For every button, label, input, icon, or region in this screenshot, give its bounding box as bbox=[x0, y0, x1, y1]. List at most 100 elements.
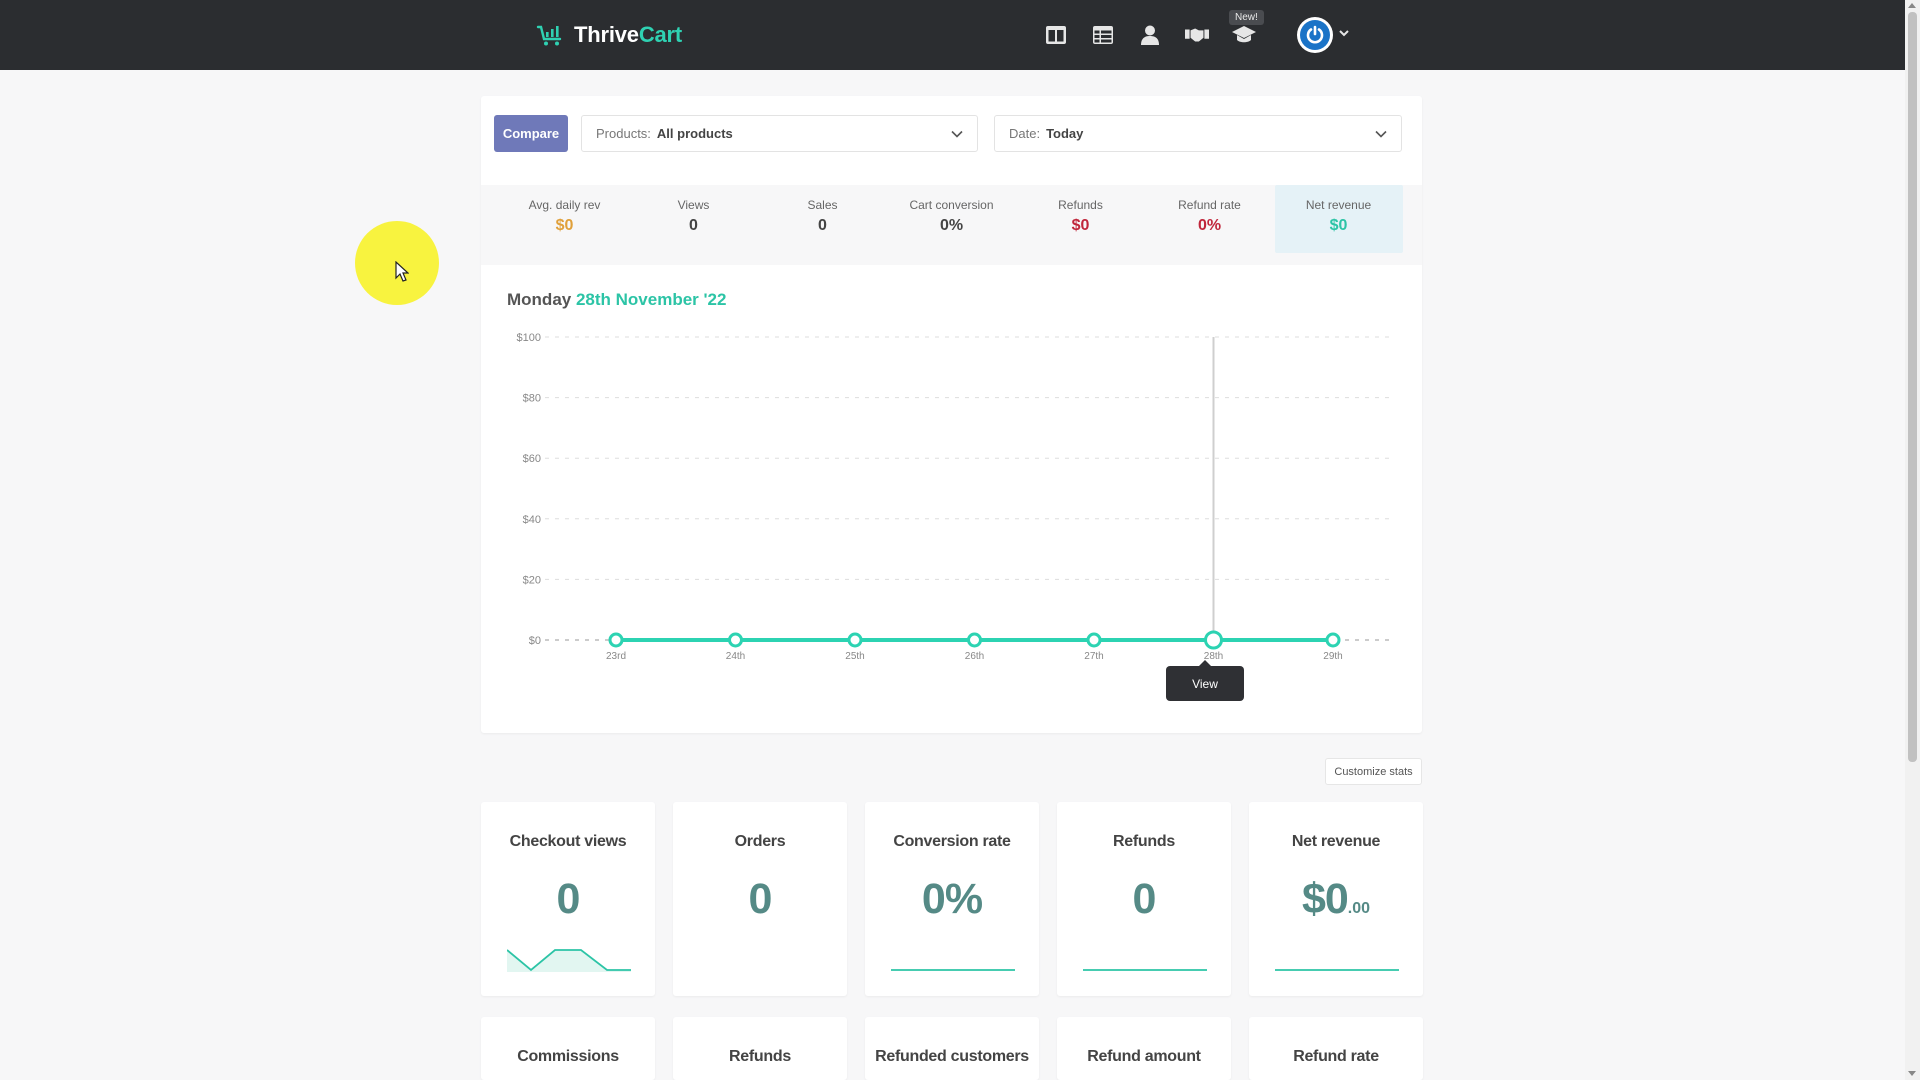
view-tooltip-button[interactable]: View bbox=[1166, 660, 1244, 701]
x-tick-label: 25th bbox=[845, 651, 864, 662]
top-navigation-bar: ThriveCart New! bbox=[0, 0, 1905, 70]
mouse-cursor-icon bbox=[395, 261, 409, 282]
new-badge: New! bbox=[1229, 10, 1264, 25]
stat-label: Refunds bbox=[1058, 198, 1103, 212]
stat-label: Cart conversion bbox=[909, 198, 994, 212]
products-select-label: Products: bbox=[596, 126, 651, 141]
chart-heading-day: Monday bbox=[507, 290, 572, 309]
tile-title: Conversion rate bbox=[893, 833, 1011, 850]
customize-stats-button[interactable]: Customize stats bbox=[1325, 758, 1422, 785]
tile-title: Refund amount bbox=[1087, 1048, 1201, 1065]
tile-value: $0.00 bbox=[1249, 875, 1423, 924]
tile-refunded-customers[interactable]: Refunded customers bbox=[865, 1017, 1039, 1080]
stat-avg-daily-rev[interactable]: Avg. daily rev $0 bbox=[500, 198, 629, 235]
x-tick-label: 28th bbox=[1204, 651, 1223, 662]
sparkline bbox=[891, 969, 1015, 971]
data-point bbox=[847, 632, 863, 648]
x-tick-label: 23rd bbox=[606, 651, 626, 662]
tile-checkout-views[interactable]: Checkout views 0 bbox=[481, 802, 655, 996]
tile-title: Refund rate bbox=[1293, 1048, 1379, 1065]
data-point bbox=[1325, 632, 1341, 648]
tile-title: Checkout views bbox=[509, 833, 627, 850]
chevron-down-icon[interactable] bbox=[1339, 29, 1349, 37]
y-tick-label: $80 bbox=[523, 393, 541, 405]
sparkline bbox=[1083, 969, 1207, 971]
stat-sales[interactable]: Sales 0 bbox=[758, 198, 887, 235]
user-avatar[interactable] bbox=[1297, 17, 1333, 53]
tile-orders[interactable]: Orders 0 bbox=[673, 802, 847, 996]
data-point bbox=[967, 632, 982, 648]
y-tick-label: $40 bbox=[523, 514, 541, 526]
chart-heading: Monday 28th November '22 bbox=[507, 290, 726, 310]
x-tick-label: 27th bbox=[1084, 651, 1103, 662]
data-point bbox=[1086, 632, 1102, 648]
scroll-thumb[interactable] bbox=[1908, 12, 1917, 762]
stat-refunds[interactable]: Refunds $0 bbox=[1016, 198, 1145, 235]
tile-value: 0 bbox=[748, 875, 773, 923]
stat-views[interactable]: Views 0 bbox=[629, 198, 758, 235]
chevron-down-icon bbox=[951, 130, 963, 138]
stat-net-revenue[interactable]: Net revenue $0 bbox=[1274, 198, 1403, 235]
stat-refund-rate[interactable]: Refund rate 0% bbox=[1145, 198, 1274, 235]
net-revenue-highlight[interactable] bbox=[1275, 185, 1403, 253]
compare-button[interactable]: Compare bbox=[494, 115, 568, 152]
stat-value: $0 bbox=[1071, 217, 1090, 234]
date-select[interactable]: Date: Today bbox=[994, 115, 1402, 152]
data-point bbox=[728, 632, 743, 648]
stat-value: 0% bbox=[1197, 217, 1222, 234]
x-tick-label: 29th bbox=[1323, 651, 1342, 662]
tile-title: Refunds bbox=[1113, 833, 1175, 850]
stat-cart-conversion[interactable]: Cart conversion 0% bbox=[887, 198, 1016, 235]
tile-commissions[interactable]: Commissions bbox=[481, 1017, 655, 1080]
stat-label: Refund rate bbox=[1178, 198, 1241, 212]
data-point bbox=[1204, 630, 1223, 650]
tile-refunds[interactable]: Refunds 0 bbox=[1057, 802, 1231, 996]
products-select-value: All products bbox=[656, 126, 733, 141]
y-tick-label: $20 bbox=[523, 574, 541, 586]
y-tick-label: $100 bbox=[517, 332, 541, 344]
stat-value: 0 bbox=[689, 217, 698, 234]
revenue-line-chart[interactable]: $0 $20 $40 $60 $80 $100 23rd 24th 25th 26th 27th 28… bbox=[500, 320, 1400, 670]
handshake-icon[interactable] bbox=[1185, 24, 1209, 46]
stat-label: Net revenue bbox=[1305, 198, 1372, 212]
logo-text: ThriveCart bbox=[574, 22, 682, 48]
tile-title: Refunds bbox=[729, 1048, 791, 1065]
tile-conversion-rate[interactable]: Conversion rate 0% bbox=[865, 802, 1039, 996]
user-icon[interactable] bbox=[1138, 24, 1162, 46]
scroll-up-arrow-icon[interactable] bbox=[1908, 3, 1916, 8]
thrivecart-logo[interactable]: ThriveCart bbox=[536, 22, 682, 48]
y-tick-label: $0 bbox=[529, 635, 541, 647]
date-select-label: Date: bbox=[1009, 126, 1041, 141]
stat-label: Avg. daily rev bbox=[528, 198, 601, 212]
tile-value: 0 bbox=[556, 875, 581, 923]
tile-refund-amount[interactable]: Refund amount bbox=[1057, 1017, 1231, 1080]
tile-title: Refunded customers bbox=[875, 1048, 1029, 1065]
tile-refunds-2[interactable]: Refunds bbox=[673, 1017, 847, 1080]
products-select[interactable]: Products: All products bbox=[581, 115, 978, 152]
x-tick-label: 26th bbox=[965, 651, 984, 662]
cart-logo-icon bbox=[536, 25, 562, 46]
scroll-down-arrow-icon[interactable] bbox=[1908, 1071, 1916, 1076]
page-scrollbar[interactable] bbox=[1905, 0, 1920, 1080]
tile-title: Net revenue bbox=[1291, 833, 1381, 850]
data-point bbox=[608, 632, 624, 648]
dashboard-icon[interactable] bbox=[1044, 24, 1068, 46]
logo-text-suffix: Cart bbox=[638, 22, 683, 47]
stat-value: $0 bbox=[555, 217, 574, 234]
y-tick-label: $60 bbox=[523, 453, 541, 465]
graduation-cap-icon[interactable] bbox=[1232, 24, 1256, 46]
stat-value: 0 bbox=[818, 217, 827, 234]
chart-heading-date: 28th November '22 bbox=[575, 290, 727, 309]
tile-refund-rate[interactable]: Refund rate bbox=[1249, 1017, 1423, 1080]
logo-text-prefix: Thrive bbox=[574, 22, 639, 47]
tile-net-revenue[interactable]: Net revenue $0.00 bbox=[1249, 802, 1423, 996]
sparkline bbox=[507, 949, 631, 972]
x-tick-label: 24th bbox=[726, 651, 745, 662]
stat-label: Sales bbox=[807, 198, 838, 212]
tile-value-main: $0 bbox=[1301, 875, 1349, 923]
tile-title: Commissions bbox=[517, 1048, 619, 1065]
date-select-value: Today bbox=[1046, 126, 1084, 141]
tile-value: 0 bbox=[1132, 875, 1157, 923]
table-icon[interactable] bbox=[1091, 24, 1115, 46]
tile-value: 0% bbox=[921, 875, 983, 923]
